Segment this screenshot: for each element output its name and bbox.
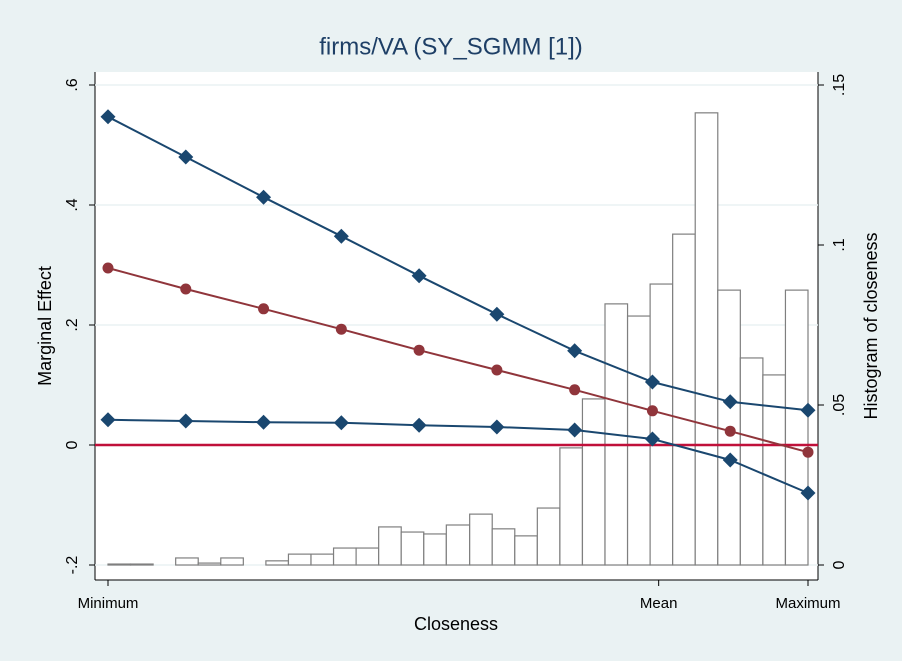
- y-tick-label: -.2: [64, 556, 81, 575]
- y-tick-label: .4: [64, 198, 81, 211]
- marker: [646, 405, 658, 417]
- y2-tick-label: .1: [831, 238, 848, 251]
- histogram-bar: [694, 112, 719, 566]
- marker: [644, 374, 660, 390]
- marker: [178, 413, 194, 429]
- histogram-bar: [672, 233, 696, 566]
- histogram-bar: [762, 374, 787, 566]
- y-axis-title: Marginal Effect: [35, 266, 55, 386]
- histogram-bar: [445, 524, 471, 566]
- marker: [644, 431, 660, 447]
- histogram-bar: [332, 547, 357, 566]
- x-tick-label: Maximum: [775, 595, 840, 612]
- histogram-bar: [287, 553, 312, 566]
- y2-tick-label: 0: [831, 560, 848, 569]
- y2-axis-title: Histogram of closeness: [861, 232, 881, 419]
- histogram-bar: [581, 398, 606, 566]
- marker: [178, 149, 194, 165]
- marker: [256, 414, 272, 430]
- marker: [800, 402, 816, 418]
- marker: [800, 485, 816, 501]
- y-tick-label: 0: [64, 440, 81, 449]
- marker: [100, 412, 116, 428]
- histogram-bar: [378, 526, 402, 566]
- marker: [411, 417, 427, 433]
- marker: [567, 422, 583, 438]
- chart-title: firms/VA (SY_SGMM [1]): [319, 33, 583, 60]
- marker: [489, 419, 505, 435]
- marker: [102, 262, 114, 274]
- histogram-bar: [175, 557, 199, 566]
- marker: [489, 306, 505, 322]
- histogram-bar: [107, 563, 132, 566]
- histogram-bar: [514, 535, 538, 566]
- marker: [180, 283, 192, 295]
- marker: [258, 303, 270, 315]
- histogram-bar: [649, 283, 674, 566]
- marker: [335, 323, 347, 335]
- histogram-bar: [220, 557, 244, 566]
- histogram-bar: [739, 357, 764, 566]
- series-line: [107, 267, 809, 454]
- histogram-bar: [197, 562, 222, 566]
- marker: [411, 268, 427, 284]
- marker: [256, 189, 272, 205]
- y-tick-label: .6: [64, 78, 81, 91]
- x-axis-title: Closeness: [414, 614, 498, 634]
- x-tick-label: Mean: [640, 595, 678, 612]
- histogram-bar: [400, 531, 425, 566]
- marker: [567, 343, 583, 359]
- histogram-bar: [423, 533, 447, 566]
- y2-tick-label: .15: [831, 74, 848, 96]
- histogram-bar: [491, 528, 516, 566]
- marker: [724, 425, 736, 437]
- marker: [722, 452, 738, 468]
- histogram-bar: [310, 553, 335, 566]
- histogram-bar: [355, 547, 380, 566]
- histogram-bar: [536, 507, 561, 566]
- histogram-bar: [265, 560, 290, 566]
- marker: [802, 446, 814, 458]
- marker: [333, 228, 349, 244]
- histogram-bar: [129, 563, 154, 566]
- histogram-bar: [469, 513, 493, 566]
- y2-tick-label: .05: [831, 394, 848, 416]
- series-line: [107, 418, 809, 494]
- x-tick-label: Minimum: [78, 595, 139, 612]
- marker: [722, 394, 738, 410]
- marker: [100, 109, 116, 125]
- marker: [333, 415, 349, 431]
- marker: [413, 344, 425, 356]
- histogram-bar: [559, 447, 584, 566]
- marker: [569, 384, 581, 396]
- y-tick-label: .2: [64, 318, 81, 331]
- series-line: [107, 115, 809, 412]
- histogram-bar: [784, 289, 809, 566]
- marker: [491, 364, 503, 376]
